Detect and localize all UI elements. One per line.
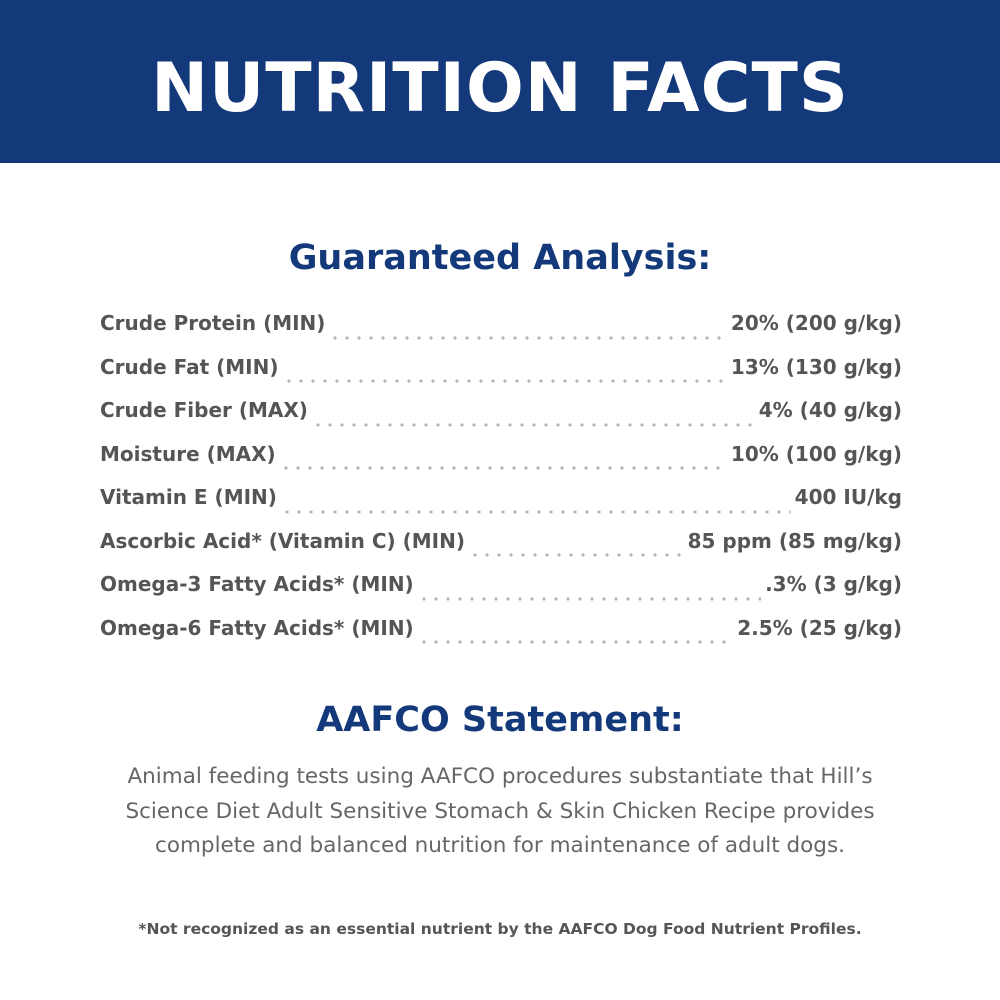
footnote: *Not recognized as an essential nutrient…: [138, 920, 862, 938]
nutrient-value: 13% (130 g/kg): [730, 354, 902, 379]
dot-leader: [280, 509, 791, 514]
statement-line: complete and balanced nutrition for main…: [155, 833, 845, 858]
analysis-row: Omega-6 Fatty Acids* (MIN) 2.5% (25 g/kg): [100, 616, 902, 660]
dot-leader: [417, 596, 762, 601]
analysis-row: Vitamin E (MIN) 400 IU/kg: [100, 485, 902, 529]
nutrient-label: Crude Fat (MIN): [100, 354, 279, 379]
nutrient-label: Moisture (MAX): [100, 441, 276, 466]
dot-leader: [279, 466, 727, 471]
section-heading: AAFCO Statement:: [316, 700, 684, 740]
nutrient-value: 4% (40 g/kg): [758, 398, 902, 422]
analysis-row: Crude Fat (MIN) 13% (130 g/kg): [100, 355, 902, 399]
dot-leader: [282, 379, 727, 384]
nutrient-label: Ascorbic Acid* (Vitamin C) (MIN): [100, 528, 465, 553]
nutrient-value: 85 ppm (85 mg/kg): [687, 528, 902, 553]
dot-leader: [468, 553, 684, 558]
dot-leader: [329, 335, 727, 340]
nutrient-label: Crude Protein (MIN): [100, 311, 326, 335]
nutrient-value: 20% (200 g/kg): [730, 311, 902, 335]
nutrient-label: Crude Fiber (MAX): [100, 398, 308, 422]
section-heading: Guaranteed Analysis:: [288, 238, 712, 278]
statement-text: Animal feeding tests using AAFCO procedu…: [0, 760, 1000, 864]
nutrient-label: Omega-3 Fatty Acids* (MIN): [100, 572, 414, 596]
page-title: NUTRITION FACTS: [151, 49, 849, 128]
nutrient-label: Omega-6 Fatty Acids* (MIN): [100, 615, 414, 640]
header-band: [0, 0, 1000, 163]
nutrient-value: 10% (100 g/kg): [730, 441, 902, 466]
statement-line: Science Diet Adult Sensitive Stomach & S…: [125, 798, 875, 824]
analysis-table: Crude Protein (MIN) 20% (200 g/kg) Crude F…: [100, 311, 902, 659]
dot-leader: [311, 422, 755, 427]
analysis-row: Moisture (MAX) 10% (100 g/kg): [100, 442, 902, 486]
analysis-row: Crude Fiber (MAX) 4% (40 g/kg): [100, 398, 902, 442]
analysis-row: Ascorbic Acid* (Vitamin C) (MIN) 85 ppm (…: [100, 529, 902, 573]
dot-leader: [417, 640, 734, 645]
nutrient-value: 400 IU/kg: [794, 485, 902, 509]
nutrient-label: Vitamin E (MIN): [100, 485, 277, 509]
analysis-row: Crude Protein (MIN) 20% (200 g/kg): [100, 311, 902, 355]
nutrient-value: .3% (3 g/kg): [765, 572, 902, 596]
nutrient-value: 2.5% (25 g/kg): [737, 615, 902, 640]
analysis-row: Omega-3 Fatty Acids* (MIN) .3% (3 g/kg): [100, 572, 902, 616]
statement-line: Animal feeding tests using AAFCO procedu…: [127, 764, 873, 789]
